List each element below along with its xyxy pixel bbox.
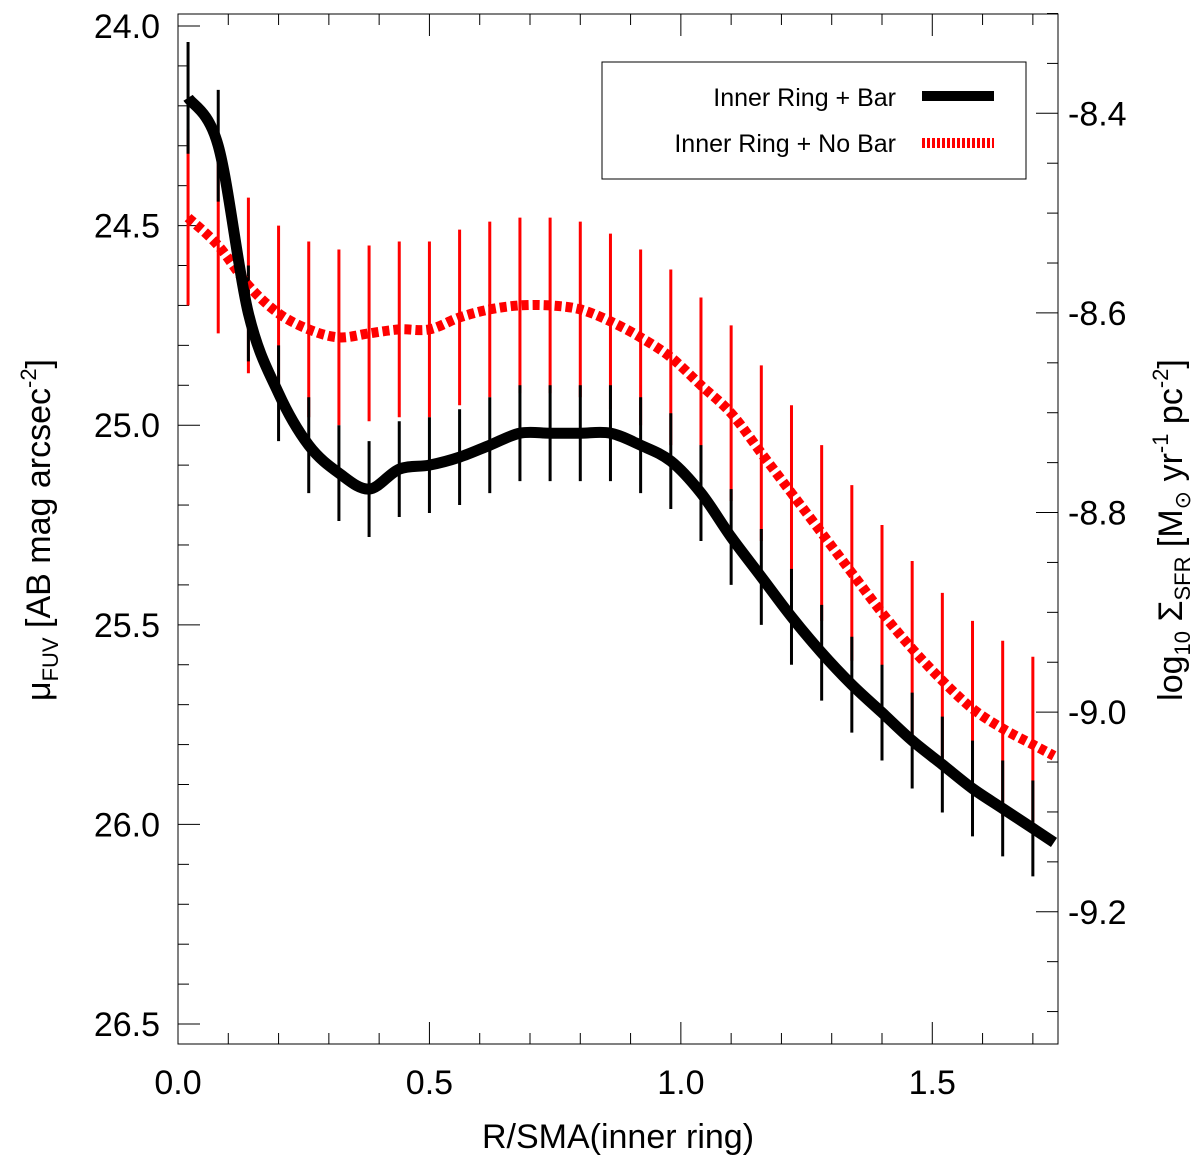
y-tick-label: 25.5	[94, 607, 160, 645]
y-axis-label: μFUV [AB mag arcsec-2]	[16, 359, 63, 701]
y-tick-label: 26.5	[94, 1006, 160, 1044]
plot-frame	[177, 13, 1059, 1045]
y2-tick-label: -8.8	[1068, 495, 1127, 533]
series-line-no-bar	[184, 213, 1057, 761]
tick-labels: 0.0 0.5 1.0 1.5 24.0 24.5 25.0 25.5 26.0 26.5 -8.4…	[94, 8, 1127, 1102]
y2-tick-label: -8.6	[1068, 295, 1127, 333]
x-tick-label: 1.0	[657, 1064, 704, 1102]
series-line-bar	[183, 94, 1058, 847]
x-tick-label: 0.5	[406, 1064, 453, 1102]
legend-label-bar: Inner Ring + Bar	[713, 84, 896, 112]
y-tick-label: 24.0	[94, 8, 160, 46]
y2-axis-label: log10 ΣSFR [M⊙ yr-1 pc-2]	[1148, 359, 1195, 701]
legend: Inner Ring + Bar Inner Ring + No Bar	[601, 61, 1027, 180]
x-tick-label: 1.5	[909, 1064, 956, 1102]
legend-box	[601, 61, 1027, 180]
x-axis-label: R/SMA(inner ring)	[482, 1118, 754, 1156]
x-tick-label: 0.0	[154, 1064, 201, 1102]
y-tick-label: 24.5	[94, 208, 160, 246]
y2-tick-label: -9.2	[1068, 894, 1127, 932]
y-tick-label: 25.0	[94, 407, 160, 445]
y-tick-label: 26.0	[94, 806, 160, 844]
y2-tick-label: -8.4	[1068, 95, 1127, 133]
y2-tick-label: -9.0	[1068, 694, 1127, 732]
series-lines	[183, 94, 1058, 847]
legend-label-nobar: Inner Ring + No Bar	[674, 130, 896, 158]
